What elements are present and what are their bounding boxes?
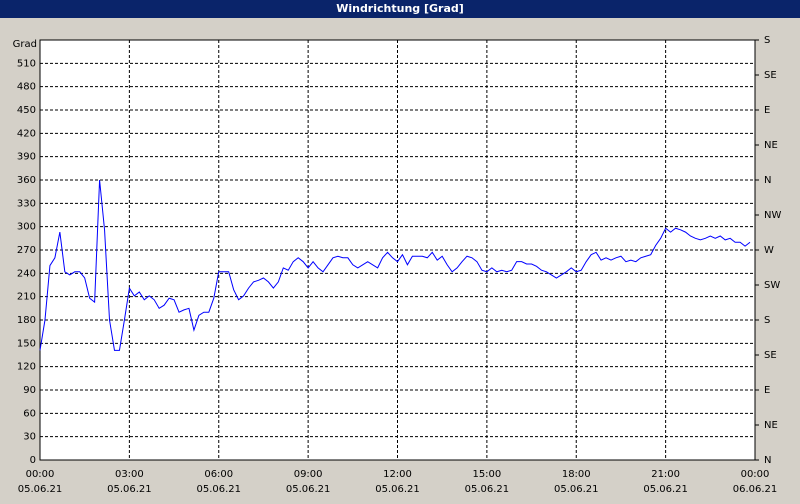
x-tick-date: 05.06.21 [196,484,241,495]
y-tick-label: 90 [23,385,36,396]
data-line [39,179,751,351]
y-tick-label: 240 [17,268,36,279]
y-axis-label: Grad [13,39,37,50]
plot-border [39,39,756,461]
y-tick-label: 30 [23,432,36,443]
y-tick-label: 360 [17,175,36,186]
y2-tick-label: SW [764,280,780,291]
y2-tick-label: S [764,315,770,326]
x-tick-label: 12:00 [383,469,412,480]
y2-tick-label: W [764,245,774,256]
y-tick-label: 330 [17,198,36,209]
chart-title: Windrichtung [Grad] [336,2,464,15]
x-tick-label: 06:00 [204,469,233,480]
y2-tick-label: SE [764,350,777,361]
x-tick-label: 18:00 [562,469,591,480]
y2-tick-label: NW [764,210,781,221]
y-tick-label: 510 [17,58,36,69]
x-tick-date: 05.06.21 [643,484,688,495]
x-tick-label: 09:00 [294,469,323,480]
y2-tick-label: E [764,105,770,116]
y-tick-label: 120 [17,362,36,373]
y2-tick-label: N [764,455,771,466]
x-tick-label: 15:00 [472,469,501,480]
y-tick-label: 390 [17,152,36,163]
x-tick-date: 05.06.21 [554,484,599,495]
y-tick-label: 480 [17,82,36,93]
x-tick-date: 05.06.21 [286,484,331,495]
y-tick-label: 450 [17,105,36,116]
x-tick-label: 21:00 [651,469,680,480]
y2-tick-label: NE [764,140,778,151]
title-bar [0,0,800,18]
y-tick-label: 270 [17,245,36,256]
y-tick-label: 420 [17,128,36,139]
x-tick-label: 00:00 [741,469,770,480]
y-tick-label: 180 [17,315,36,326]
y2-tick-label: SE [764,70,777,81]
y-tick-label: 300 [17,222,36,233]
x-tick-label: 00:00 [26,469,55,480]
y2-tick-label: S [764,35,770,46]
y2-tick-label: E [764,385,770,396]
x-tick-date: 05.06.21 [375,484,420,495]
y2-tick-label: N [764,175,771,186]
y-tick-label: 210 [17,292,36,303]
x-tick-date: 06.06.21 [733,484,778,495]
y2-tick-label: NE [764,420,778,431]
x-tick-date: 05.06.21 [107,484,152,495]
x-tick-date: 05.06.21 [18,484,63,495]
x-tick-label: 03:00 [115,469,144,480]
y-tick-label: 60 [23,408,36,419]
x-tick-date: 05.06.21 [465,484,510,495]
y-tick-label: 0 [30,455,36,466]
y-tick-label: 150 [17,338,36,349]
